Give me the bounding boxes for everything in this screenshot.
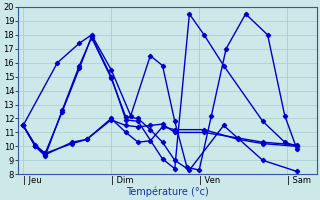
X-axis label: Température (°c): Température (°c) xyxy=(126,186,209,197)
